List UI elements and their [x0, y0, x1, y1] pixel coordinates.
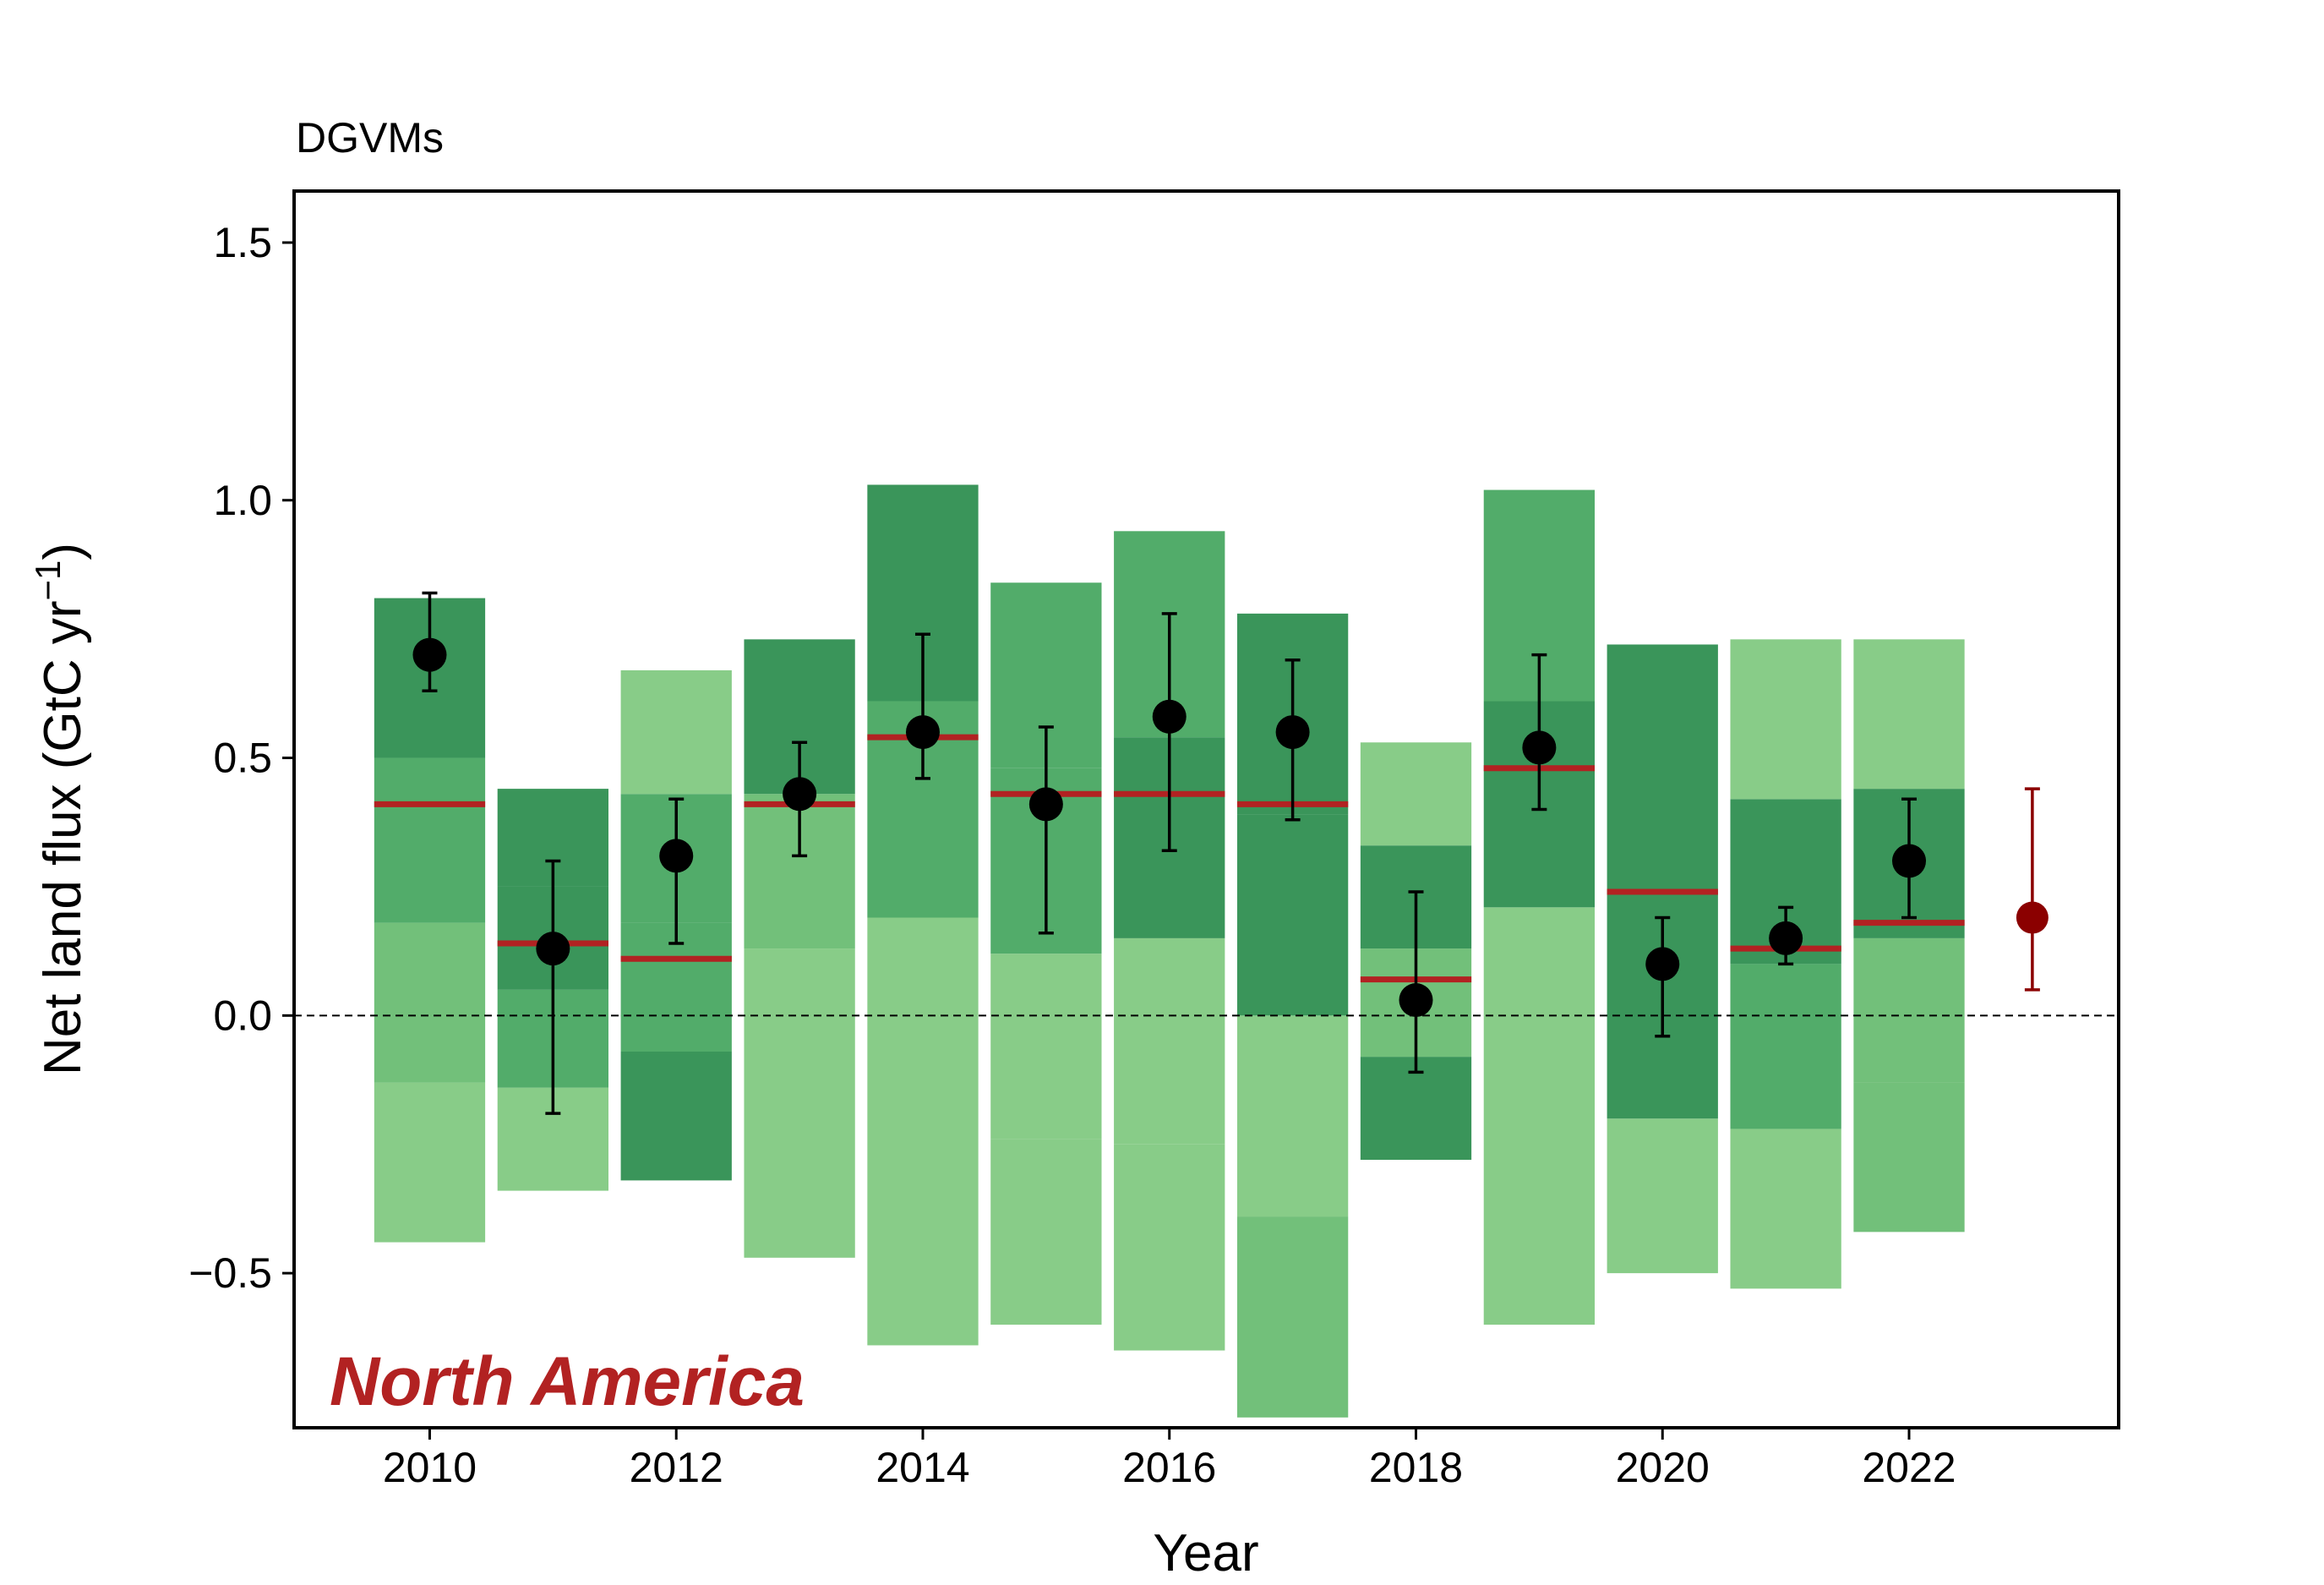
region-annotation: North America: [330, 1343, 805, 1420]
bar-segment: [620, 670, 732, 795]
bar-segment: [1607, 644, 1718, 1119]
y-axis-title-main: Net land flux (GtC yr: [34, 600, 92, 1075]
bar-segment: [744, 948, 855, 1258]
x-tick-label: 2014: [876, 1444, 969, 1491]
plot-frame: [292, 189, 2120, 1429]
data-point: [1522, 730, 1557, 765]
axes: 2010 2012 2014 2016 2018 2020 2022 −0.5 0.0 0.5 1.…: [188, 219, 1956, 1491]
data-point: [1769, 921, 1803, 955]
data-point: [1892, 844, 1927, 878]
bar-segment: [1607, 1118, 1718, 1274]
data-point: [1399, 983, 1433, 1018]
y-axis-title: Net land flux (GtC yr−1): [28, 543, 92, 1075]
x-tick-label: 2022: [1862, 1444, 1956, 1491]
bar-segment: [867, 917, 979, 1346]
x-tick-label: 2018: [1369, 1444, 1463, 1491]
y-tick-label: 0.0: [213, 992, 272, 1039]
y-axis-title-sup: −1: [28, 560, 68, 601]
x-tick-label: 2012: [630, 1444, 723, 1491]
data-point: [1275, 715, 1310, 750]
data-point: [1645, 947, 1680, 981]
data-point: [659, 839, 694, 873]
data-point: [412, 637, 447, 672]
bar-segment: [1853, 1082, 1965, 1232]
plot-area: [294, 484, 2119, 1418]
bar-segment: [620, 1052, 732, 1181]
data-point: [1152, 699, 1187, 734]
bar-segment: [1360, 742, 1472, 846]
bar-segment: [1730, 964, 1841, 1129]
x-tick-label: 2016: [1122, 1444, 1216, 1491]
bar-segment: [374, 1082, 486, 1243]
data-point: [1028, 787, 1063, 822]
bar-segment: [1853, 937, 1965, 1083]
bar-segment: [1236, 1216, 1349, 1418]
bar-segment: [1360, 1057, 1472, 1161]
data-point: [783, 777, 817, 812]
bar-segment: [1114, 937, 1225, 1145]
data-point: [905, 715, 940, 750]
data-point: [536, 932, 570, 966]
y-tick-label: −0.5: [188, 1249, 272, 1297]
bar-segment: [1114, 1144, 1225, 1351]
y-tick-label: 1.0: [213, 477, 272, 524]
bar-segment: [374, 757, 486, 923]
latest-data-point: [2016, 901, 2049, 934]
chart-title: DGVMs: [296, 114, 444, 161]
x-tick-label: 2020: [1616, 1444, 1710, 1491]
y-axis-title-close: ): [34, 543, 92, 560]
bar-segment: [1853, 639, 1965, 790]
x-axis-title: Year: [1153, 1524, 1258, 1582]
x-tick-label: 2010: [383, 1444, 477, 1491]
bar-segment: [990, 1139, 1102, 1325]
bar-segment: [374, 922, 486, 1083]
y-tick-label: 1.5: [213, 219, 272, 266]
bar-segment: [1236, 1015, 1349, 1217]
bar-segment: [1730, 639, 1841, 800]
bar-segment: [990, 954, 1102, 1140]
y-tick-label: 0.5: [213, 735, 272, 782]
bar-segment: [1236, 814, 1349, 1016]
bar-segment: [1483, 907, 1596, 1325]
bar-segment: [1730, 1129, 1841, 1289]
